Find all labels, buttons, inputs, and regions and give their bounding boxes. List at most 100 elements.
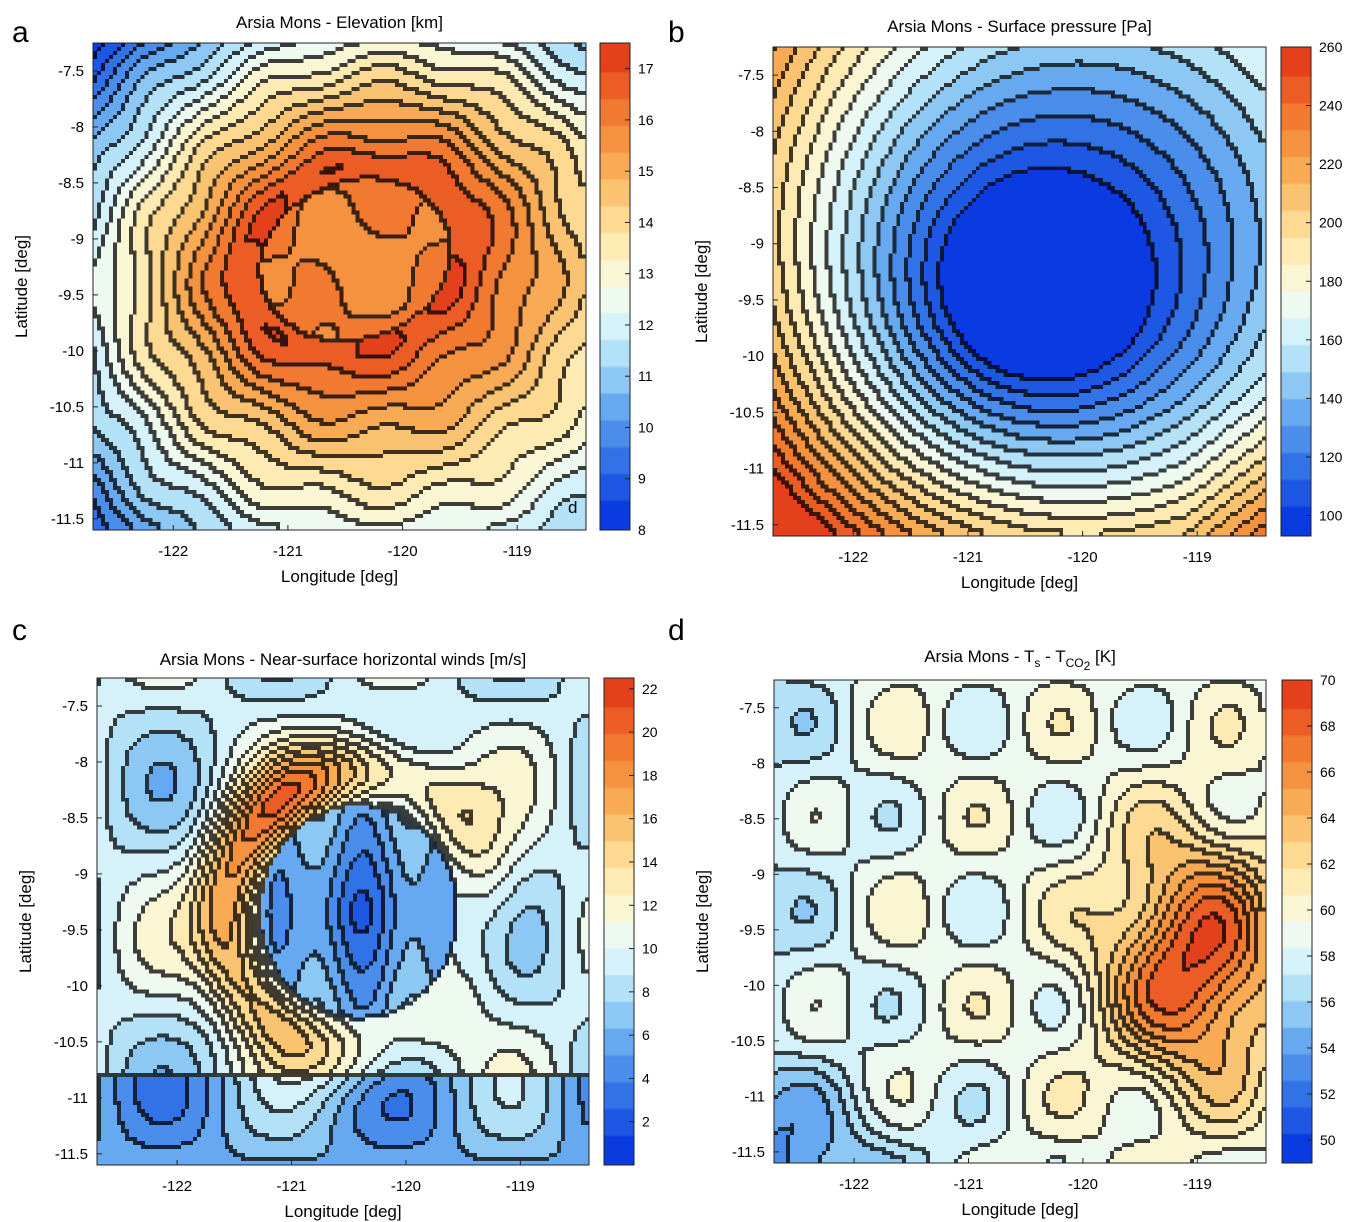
y-tick-label: -10.5 (54, 1034, 88, 1051)
x-tick-label: -119 (1183, 1176, 1212, 1193)
colorbar-frame (1281, 679, 1313, 1164)
y-tick-label: -8.5 (738, 180, 764, 197)
y-tick-label: -10 (743, 977, 765, 994)
y-tick-label: -8 (752, 755, 765, 772)
colorbar-tick-label: 8 (638, 522, 646, 538)
colorbar (1281, 47, 1311, 536)
y-tick-label: -9.5 (58, 287, 84, 304)
colorbar-tick-label: 20 (642, 724, 658, 740)
colorbar-tick-label: 14 (638, 214, 654, 230)
inset-letter: d (568, 498, 577, 517)
colorbar-tick-label: 200 (1319, 215, 1343, 231)
colorbar-tick-label: 240 (1319, 98, 1343, 114)
colorbar-tick-label: 100 (1319, 508, 1343, 524)
colorbar-tick-label: 9 (638, 471, 646, 487)
y-tick-label: -10 (742, 348, 764, 365)
x-tick-label: -119 (506, 1178, 535, 1195)
y-tick-label: -10.5 (730, 404, 764, 421)
colorbar-tick-label: 160 (1319, 332, 1343, 348)
x-axis-label: Longitude [deg] (281, 567, 398, 586)
colorbar-tick-label: 50 (1320, 1132, 1336, 1148)
contour-field (773, 47, 1266, 536)
x-axis-label: Longitude [deg] (284, 1202, 401, 1221)
colorbar-tick-label: 260 (1319, 39, 1343, 55)
plot-frame (92, 42, 587, 531)
y-axis-label: Latitude [deg] (693, 870, 712, 973)
y-tick-label: -9 (752, 866, 765, 883)
y-tick-label: -11 (744, 1088, 765, 1105)
colorbar-tick-label: 11 (638, 368, 653, 384)
colorbar-tick-label: 13 (638, 266, 654, 282)
plot-frame (772, 46, 1267, 537)
colorbar-tick-label: 58 (1320, 948, 1336, 964)
colorbar-tick-label: 68 (1320, 718, 1336, 734)
y-tick-label: -10 (62, 343, 84, 360)
y-tick-label: -11.5 (731, 517, 764, 534)
y-tick-label: -7.5 (739, 700, 765, 717)
colorbar-tick-label: 66 (1320, 764, 1336, 780)
x-tick-label: -121 (273, 543, 303, 560)
colorbar-tick-label: 62 (1320, 856, 1336, 872)
colorbar-tick-label: 16 (638, 112, 654, 128)
y-tick-label: -11.5 (55, 1146, 88, 1163)
contour-field (93, 43, 586, 530)
y-tick-label: -9 (71, 231, 84, 248)
panel-c: c Arsia Mons - Near-surface horizontal wi… (12, 614, 658, 1221)
colorbar-tick-label: 12 (638, 317, 654, 333)
colorbar-frame (1280, 46, 1312, 537)
colorbar (600, 43, 630, 530)
x-tick-label: -121 (953, 1176, 983, 1193)
colorbar-tick-label: 16 (642, 811, 658, 827)
colorbar-tick-label: 52 (1320, 1086, 1336, 1102)
x-tick-label: -120 (391, 1178, 421, 1195)
colorbar-tick-label: 60 (1320, 902, 1336, 918)
y-tick-label: -9.5 (738, 292, 764, 309)
colorbar-tick-label: 70 (1320, 672, 1336, 688)
colorbar-tick-label: 56 (1320, 994, 1336, 1010)
y-tick-label: -9 (75, 866, 88, 883)
x-tick-label: -122 (839, 1176, 869, 1193)
x-tick-label: -119 (503, 543, 532, 560)
colorbar (604, 678, 634, 1165)
x-tick-label: -120 (1068, 549, 1098, 566)
colorbar-tick-label: 180 (1319, 273, 1343, 289)
y-tick-label: -8.5 (739, 811, 765, 828)
x-axis-label: Longitude [deg] (961, 1200, 1078, 1219)
y-tick-label: -11.5 (51, 511, 84, 528)
colorbar-tick-label: 2 (642, 1114, 650, 1130)
y-tick-label: -7.5 (58, 63, 84, 80)
contour-field (774, 680, 1266, 1163)
colorbar-tick-label: 14 (642, 854, 658, 870)
x-tick-label: -121 (953, 549, 983, 566)
y-tick-label: -8 (75, 754, 88, 771)
x-tick-label: -122 (838, 549, 868, 566)
x-axis-label: Longitude [deg] (961, 573, 1078, 592)
y-tick-label: -9 (751, 236, 764, 253)
colorbar-tick-label: 120 (1319, 449, 1343, 465)
colorbar-tick-label: 4 (642, 1070, 650, 1086)
colorbar-tick-label: 6 (642, 1027, 650, 1043)
colorbar-tick-label: 8 (642, 984, 650, 1000)
y-tick-label: -11.5 (732, 1144, 765, 1161)
y-tick-label: -7.5 (62, 698, 88, 715)
panel-letter: c (12, 614, 27, 647)
x-tick-label: -120 (388, 543, 418, 560)
colorbar-tick-label: 10 (642, 941, 658, 957)
colorbar-tick-label: 220 (1319, 156, 1343, 172)
x-tick-label: -119 (1183, 549, 1212, 566)
y-tick-label: -11 (67, 1090, 88, 1107)
y-tick-label: -7.5 (738, 67, 764, 84)
chart-title: Arsia Mons - Ts - TCO2 [K] (924, 647, 1116, 673)
panel-a: a Arsia Mons - Elevation [km] d -122 -121 -12… (12, 13, 654, 586)
y-axis-label: Latitude [deg] (692, 240, 711, 343)
y-tick-label: -8.5 (62, 810, 88, 827)
y-tick-label: -10.5 (50, 399, 84, 416)
y-tick-label: -8 (751, 123, 764, 140)
colorbar-frame (603, 677, 635, 1166)
colorbar-tick-label: 10 (638, 419, 654, 435)
x-tick-label: -122 (162, 1178, 192, 1195)
y-tick-label: -9.5 (739, 922, 765, 939)
y-tick-label: -10 (66, 978, 88, 995)
y-tick-label: -10.5 (731, 1033, 765, 1050)
